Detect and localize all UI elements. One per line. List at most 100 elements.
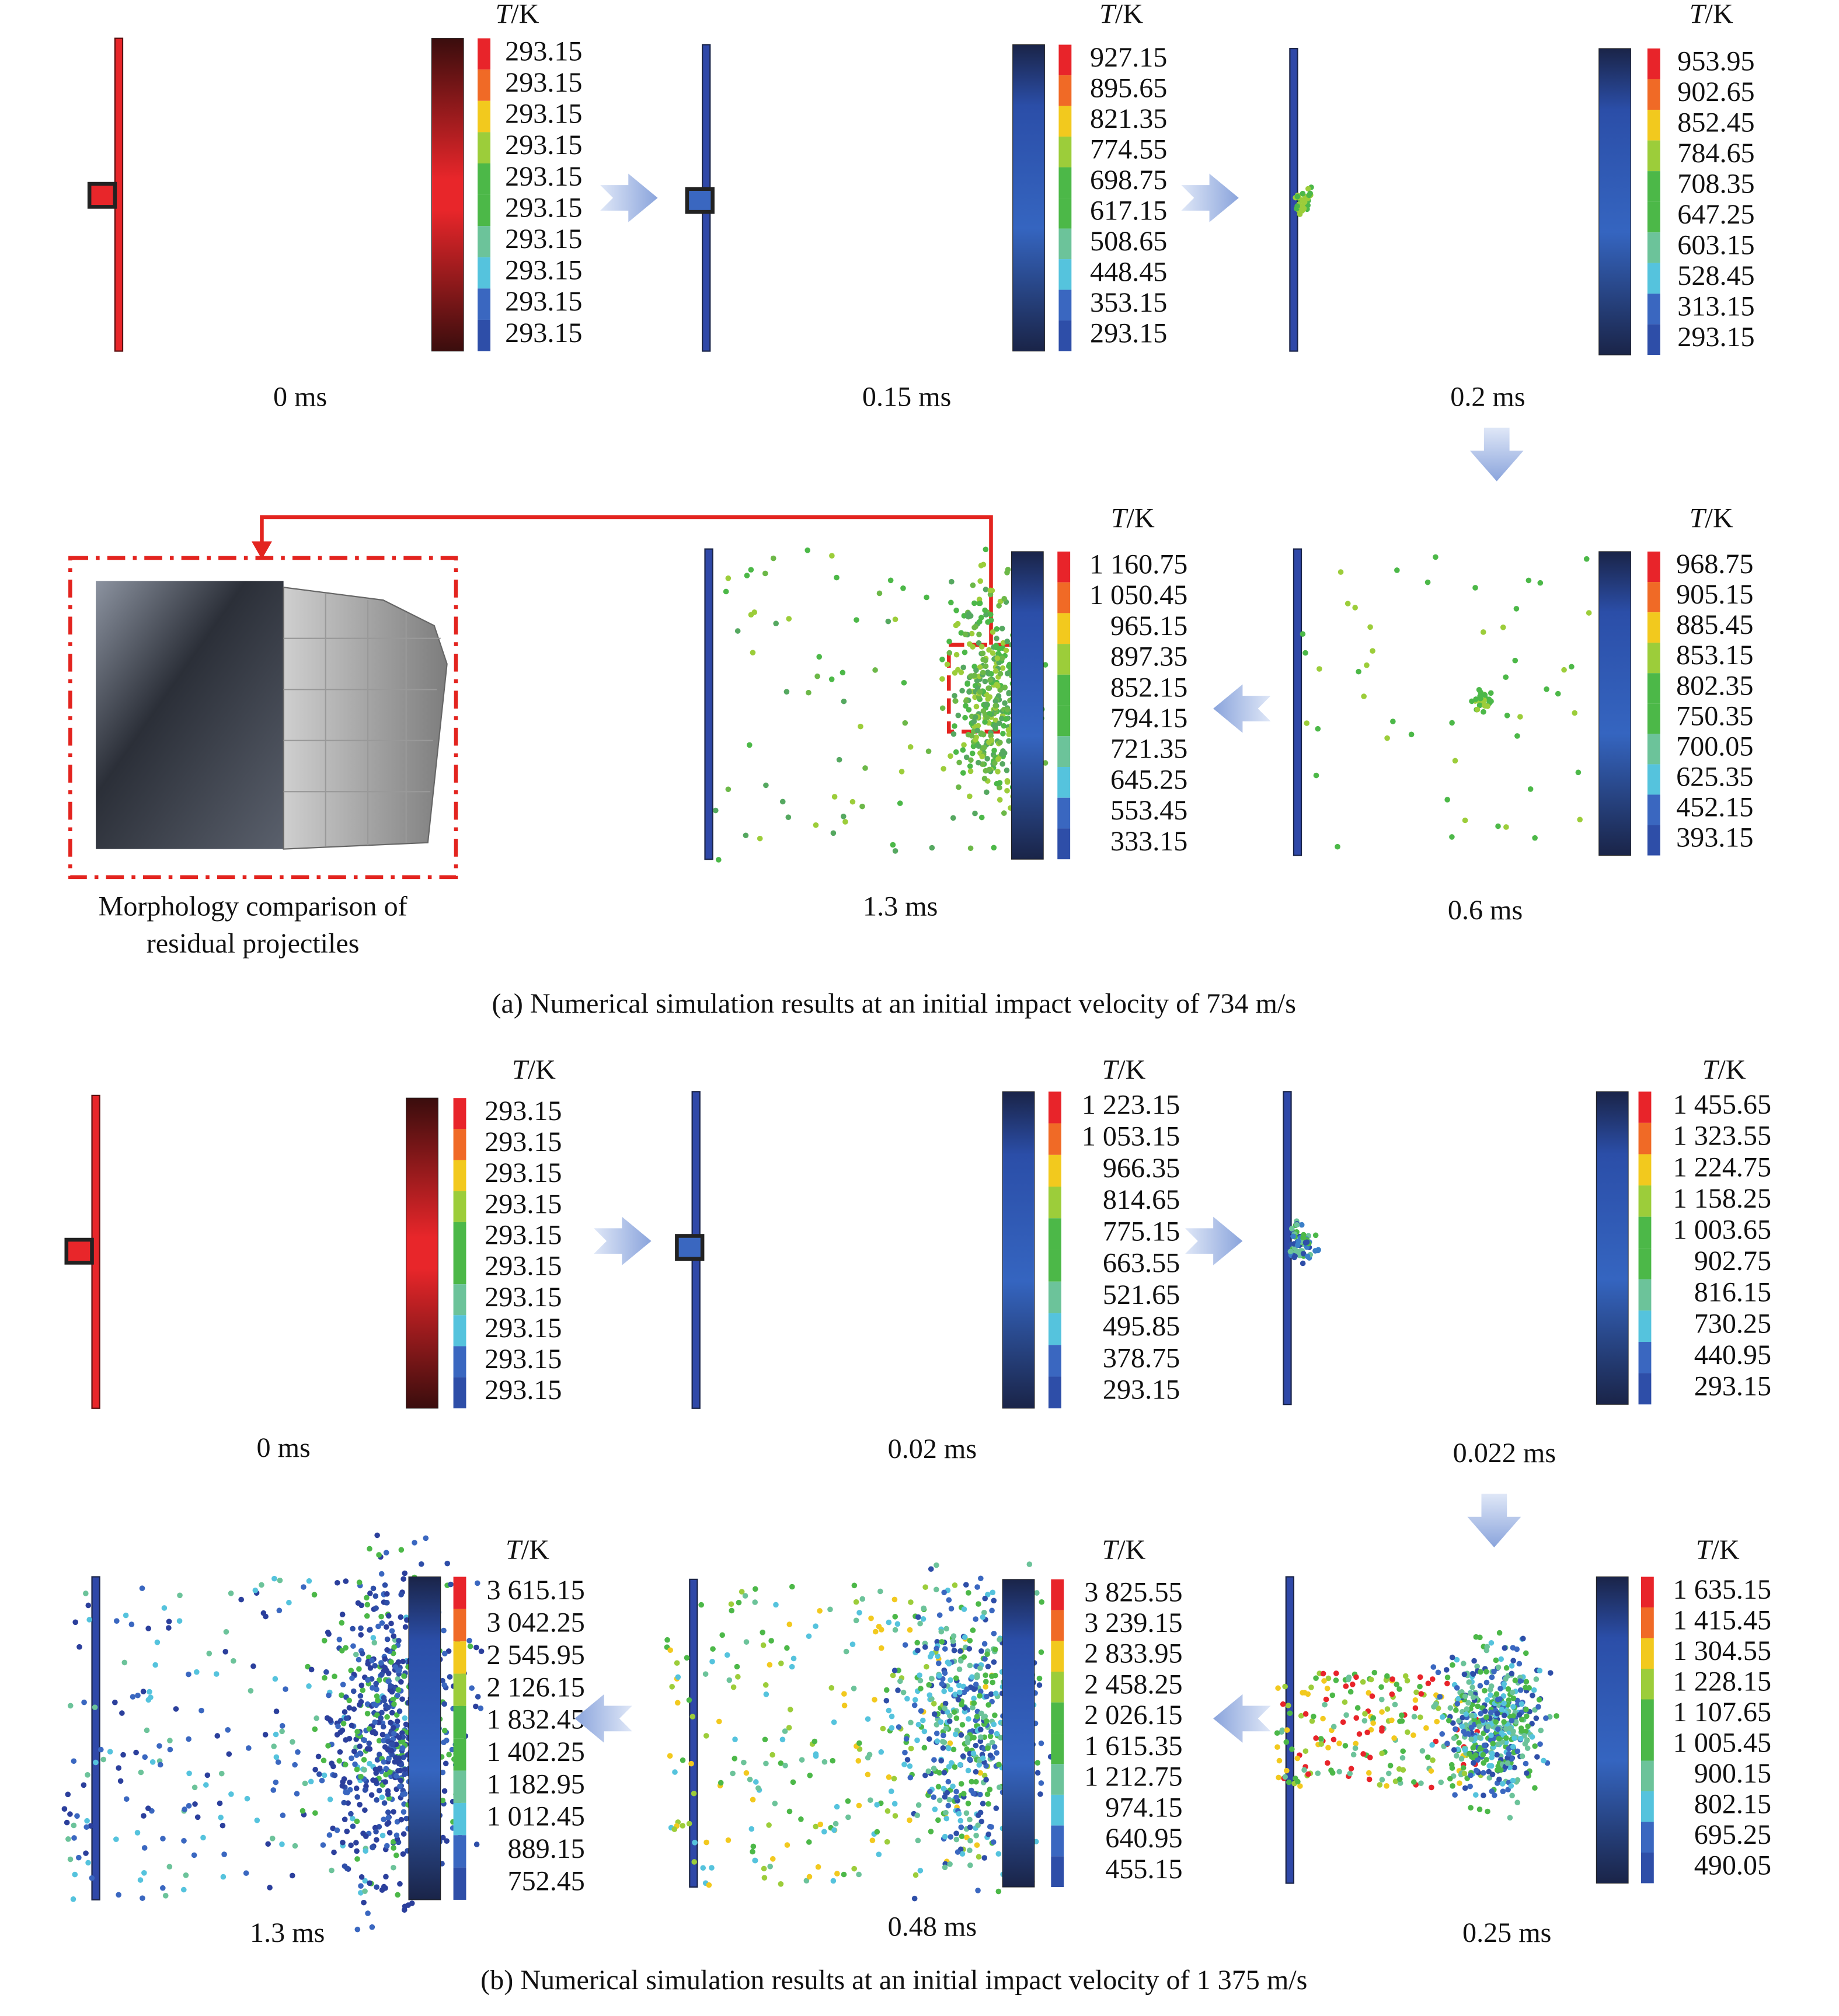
legend-label: 1 050.45 bbox=[1089, 580, 1187, 611]
particle bbox=[702, 1671, 709, 1677]
particle bbox=[1348, 1766, 1354, 1772]
particle bbox=[973, 737, 978, 743]
legend-label: 1 635.15 bbox=[1673, 1574, 1771, 1605]
particle bbox=[1500, 624, 1506, 630]
particle bbox=[953, 622, 959, 629]
particle bbox=[441, 1728, 448, 1734]
particle bbox=[217, 1800, 223, 1806]
particle bbox=[381, 1697, 387, 1704]
particle bbox=[922, 1772, 928, 1778]
particle bbox=[1302, 650, 1308, 656]
particle bbox=[388, 1719, 393, 1726]
particle bbox=[977, 1791, 983, 1798]
particle bbox=[967, 1816, 973, 1823]
particle bbox=[995, 1851, 1002, 1857]
particle bbox=[773, 620, 779, 627]
particle bbox=[915, 1802, 922, 1808]
particle bbox=[1280, 1701, 1286, 1707]
particle bbox=[1370, 1715, 1377, 1721]
particle bbox=[892, 1813, 898, 1819]
particle bbox=[667, 1647, 673, 1654]
particle bbox=[995, 693, 1002, 699]
particle bbox=[987, 611, 994, 618]
legend-symbol: T bbox=[1702, 1055, 1720, 1086]
legend-swatch bbox=[453, 1222, 466, 1253]
legend-swatch bbox=[1647, 110, 1660, 141]
particle bbox=[967, 1756, 973, 1762]
particle bbox=[992, 1647, 998, 1652]
particle bbox=[987, 1752, 994, 1759]
legend-label: 3 042.25 bbox=[486, 1607, 584, 1638]
particle bbox=[787, 1707, 793, 1712]
particle bbox=[70, 1896, 76, 1902]
particle bbox=[1329, 1692, 1336, 1698]
legend-swatch bbox=[1048, 1281, 1061, 1314]
particle bbox=[1510, 1704, 1516, 1710]
particle bbox=[1475, 1703, 1481, 1710]
particle bbox=[1452, 1792, 1458, 1798]
particle bbox=[144, 1727, 150, 1734]
particle bbox=[1523, 1728, 1529, 1735]
particle bbox=[803, 1878, 810, 1884]
particle bbox=[371, 1640, 378, 1646]
particle bbox=[671, 1826, 678, 1832]
particle bbox=[346, 1705, 353, 1711]
particle bbox=[984, 789, 990, 796]
particle bbox=[750, 1848, 755, 1855]
particle bbox=[440, 1797, 446, 1804]
particle bbox=[361, 1737, 368, 1743]
particle bbox=[305, 1663, 311, 1670]
particle bbox=[746, 742, 753, 748]
particle bbox=[1004, 706, 1011, 713]
particle bbox=[376, 1787, 382, 1794]
particle bbox=[942, 1794, 948, 1800]
legend-swatch bbox=[1647, 794, 1660, 825]
legend-unit: /K bbox=[1718, 1055, 1746, 1086]
particle bbox=[706, 1882, 712, 1888]
particle bbox=[402, 1791, 408, 1797]
particle bbox=[1458, 1756, 1465, 1762]
particle bbox=[990, 1589, 996, 1596]
legend-label: 508.65 bbox=[1090, 226, 1167, 257]
particle bbox=[946, 650, 953, 656]
particle bbox=[1300, 631, 1306, 637]
particle bbox=[363, 1848, 369, 1854]
particle bbox=[373, 1680, 379, 1687]
particle bbox=[968, 1787, 974, 1794]
particle bbox=[1481, 1792, 1486, 1798]
particle bbox=[936, 1660, 942, 1666]
particle bbox=[779, 1736, 786, 1743]
particle bbox=[277, 1577, 283, 1583]
legend-swatch bbox=[1647, 734, 1660, 765]
particle bbox=[374, 1532, 380, 1539]
colorbar bbox=[1002, 1579, 1035, 1888]
colorbar bbox=[408, 1576, 441, 1900]
particle bbox=[1525, 577, 1532, 584]
particle bbox=[691, 1859, 698, 1865]
particle bbox=[349, 1722, 355, 1729]
particle bbox=[981, 1855, 988, 1861]
legend-swatch bbox=[1638, 1122, 1652, 1155]
inset-caption: Morphology comparison of bbox=[99, 891, 408, 922]
particle bbox=[1304, 1253, 1311, 1260]
particle bbox=[996, 646, 1002, 652]
particle bbox=[1444, 1680, 1450, 1687]
particle bbox=[1449, 720, 1455, 726]
particle bbox=[1456, 1718, 1462, 1724]
particle bbox=[964, 681, 970, 687]
particle bbox=[218, 1770, 225, 1777]
particle bbox=[1495, 823, 1501, 829]
particle bbox=[252, 1588, 259, 1593]
legend-swatch bbox=[478, 226, 491, 257]
particle bbox=[1312, 1232, 1319, 1239]
legend-label: 1 012.45 bbox=[486, 1801, 584, 1832]
particle bbox=[343, 1789, 349, 1795]
time-label: 0.6 ms bbox=[1448, 895, 1523, 926]
particle bbox=[353, 1651, 359, 1658]
particle bbox=[226, 1751, 232, 1757]
colorbar bbox=[1596, 1576, 1629, 1884]
legend-label: 393.15 bbox=[1676, 822, 1753, 853]
particle bbox=[1301, 205, 1307, 211]
particle bbox=[1313, 1675, 1319, 1682]
particle bbox=[1037, 1791, 1043, 1797]
